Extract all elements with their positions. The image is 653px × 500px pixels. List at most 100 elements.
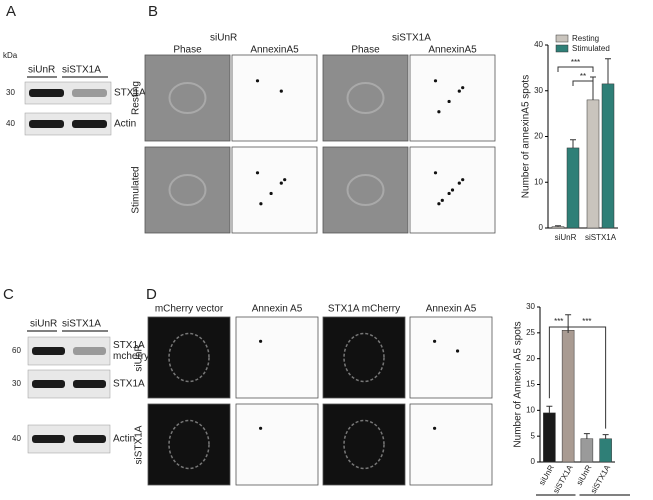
- band: [72, 120, 107, 128]
- band-name: STX1A: [114, 88, 146, 99]
- spot: [457, 89, 461, 93]
- panel-label: A: [6, 3, 16, 20]
- micrograph: [231, 146, 318, 234]
- spot: [279, 181, 283, 185]
- error-bar: [602, 434, 609, 439]
- cell: [346, 82, 385, 114]
- spot: [269, 191, 273, 196]
- y-tick-label: 5: [531, 431, 536, 440]
- band: [73, 435, 106, 443]
- row-label: siUnR: [134, 344, 145, 371]
- spot: [259, 426, 263, 430]
- bar: [561, 330, 575, 463]
- y-tick-label: 0: [531, 457, 536, 466]
- kda-tick: 30: [12, 379, 21, 388]
- x-tick-label: siUnR: [537, 463, 556, 487]
- band-name: STX1A: [113, 379, 145, 390]
- significance-label: ***: [554, 317, 563, 326]
- y-tick-label: 30: [526, 302, 535, 311]
- spot: [259, 202, 263, 206]
- error-bar: [590, 76, 596, 100]
- column-label: STX1A mCherry: [328, 304, 400, 315]
- error-bar: [555, 225, 561, 227]
- kda-tick: 40: [6, 119, 15, 128]
- y-tick-label: 30: [534, 86, 543, 95]
- panel-label: D: [146, 286, 157, 303]
- micrograph: [144, 54, 231, 142]
- spot: [455, 349, 460, 353]
- kda-tick: 30: [6, 88, 15, 97]
- spot: [255, 79, 260, 83]
- spot: [457, 181, 461, 185]
- significance-bracket: [572, 80, 594, 86]
- lane-label: siUnR: [28, 65, 55, 76]
- cell: [343, 332, 385, 383]
- micrograph: [322, 403, 406, 486]
- band-name: STX1A: [113, 340, 145, 351]
- lane-label: siSTX1A: [62, 65, 101, 76]
- cell: [346, 174, 385, 206]
- legend-swatch: [555, 34, 569, 43]
- cell: [343, 419, 385, 470]
- legend-swatch: [555, 44, 569, 53]
- y-tick-label: 20: [534, 132, 543, 141]
- significance-label: ***: [582, 317, 591, 326]
- x-tick-label: siSTX1A: [585, 233, 617, 242]
- bar: [601, 83, 615, 229]
- bar: [580, 438, 594, 463]
- spot: [440, 198, 444, 202]
- legend-label: Stimulated: [572, 44, 610, 53]
- y-tick-label: 0: [539, 223, 544, 232]
- y-tick-label: 10: [534, 177, 543, 186]
- blot: [24, 81, 112, 105]
- spot: [450, 188, 455, 192]
- kda-tick: 60: [12, 346, 21, 355]
- x-tick-label: siUnR: [575, 463, 594, 487]
- spot: [433, 339, 437, 343]
- blot: [24, 112, 112, 136]
- band: [29, 120, 64, 128]
- y-tick-label: 15: [526, 380, 535, 389]
- spot: [437, 202, 441, 206]
- significance-bracket: [557, 66, 594, 72]
- row-label: Resting: [131, 81, 142, 115]
- kda-label: kDa: [3, 51, 18, 60]
- spot: [461, 178, 465, 182]
- micrograph: [409, 316, 493, 399]
- micrograph: [409, 54, 496, 142]
- error-bar: [583, 433, 590, 439]
- band: [32, 435, 65, 443]
- band: [32, 347, 65, 355]
- bar: [586, 99, 600, 229]
- group-label: siSTX1A: [392, 33, 431, 44]
- column-label: AnnexinA5: [428, 45, 477, 56]
- cell: [168, 419, 210, 470]
- column-label: Phase: [351, 45, 380, 56]
- cell: [168, 174, 207, 206]
- column-label: Annexin A5: [252, 304, 303, 315]
- micrograph: [235, 316, 319, 399]
- band: [29, 89, 64, 97]
- micrograph: [322, 146, 409, 234]
- micrograph: [231, 54, 318, 142]
- micrograph: [147, 403, 231, 486]
- panel-label: B: [148, 3, 158, 20]
- spot: [447, 191, 451, 196]
- band-name: Actin: [114, 119, 136, 130]
- band: [32, 380, 65, 388]
- cell: [168, 332, 210, 383]
- micrograph: [235, 403, 319, 486]
- band: [73, 380, 106, 388]
- significance-bracket: [568, 326, 607, 429]
- row-label: siSTX1A: [134, 425, 145, 464]
- spot: [259, 339, 263, 343]
- spot: [283, 178, 287, 182]
- cell: [168, 82, 207, 114]
- y-tick-label: 10: [526, 405, 535, 414]
- spot: [447, 99, 451, 104]
- panel-label: C: [3, 286, 14, 303]
- spot: [255, 171, 260, 175]
- y-axis-title: Number of Annexin A5 spots: [513, 321, 524, 447]
- lane-label: siUnR: [30, 319, 57, 330]
- band: [73, 347, 106, 355]
